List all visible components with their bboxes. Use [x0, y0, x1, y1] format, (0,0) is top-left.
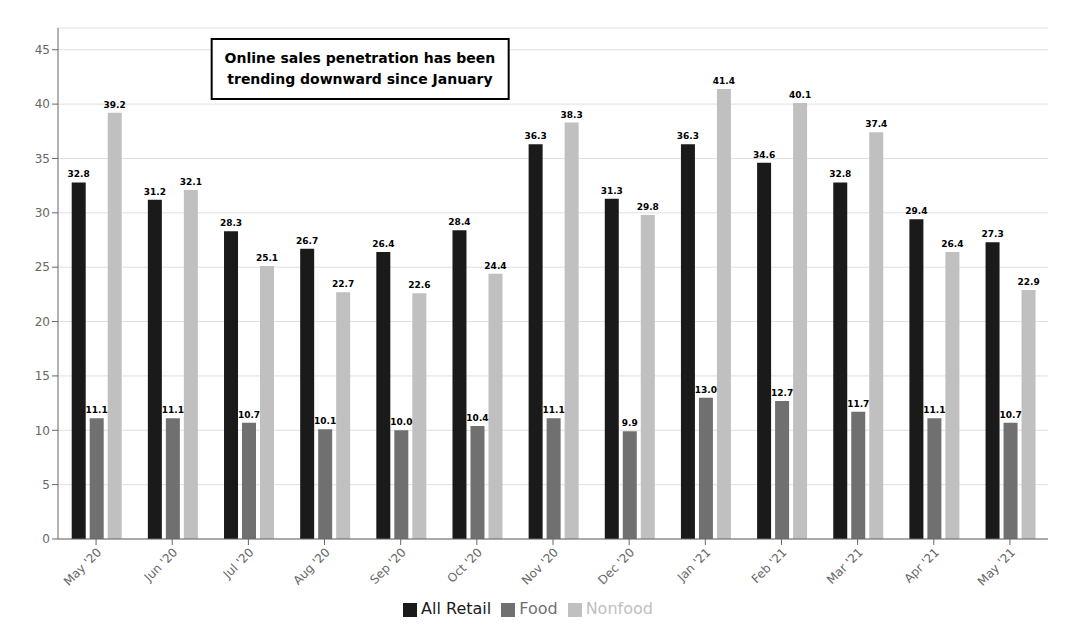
svg-text:24.4: 24.4: [484, 261, 506, 271]
svg-text:15: 15: [35, 369, 50, 383]
svg-text:34.6: 34.6: [753, 150, 775, 160]
svg-text:10.1: 10.1: [314, 416, 336, 426]
svg-text:11.7: 11.7: [847, 399, 869, 409]
svg-text:0: 0: [42, 532, 50, 546]
svg-text:25: 25: [35, 260, 50, 274]
svg-text:31.2: 31.2: [144, 187, 166, 197]
svg-text:29.8: 29.8: [637, 202, 659, 212]
svg-text:11.1: 11.1: [86, 405, 108, 415]
svg-text:Sep '20: Sep '20: [367, 545, 409, 587]
svg-text:Oct '20: Oct '20: [445, 545, 485, 585]
svg-text:35: 35: [35, 152, 50, 166]
svg-text:26.7: 26.7: [296, 236, 318, 246]
svg-text:11.1: 11.1: [923, 405, 945, 415]
svg-text:10: 10: [35, 424, 50, 438]
svg-text:9.9: 9.9: [622, 418, 638, 428]
svg-text:12.7: 12.7: [771, 388, 793, 398]
svg-text:22.7: 22.7: [332, 279, 354, 289]
svg-text:10.7: 10.7: [238, 410, 260, 420]
svg-text:10.7: 10.7: [999, 410, 1021, 420]
svg-text:37.4: 37.4: [865, 119, 887, 129]
svg-text:45: 45: [35, 43, 50, 57]
svg-text:5: 5: [42, 478, 50, 492]
svg-text:May '20: May '20: [61, 545, 104, 588]
svg-text:Mar '21: Mar '21: [824, 545, 866, 587]
svg-text:May '21: May '21: [975, 545, 1018, 588]
html-text:Online sales penetration has b: Online sales penetration has been trendi…: [224, 50, 496, 87]
svg-text:11.1: 11.1: [543, 405, 565, 415]
svg-text:31.3: 31.3: [601, 186, 623, 196]
svg-text:13.0: 13.0: [695, 385, 717, 395]
svg-text:20: 20: [35, 315, 50, 329]
svg-text:10.4: 10.4: [466, 413, 488, 423]
svg-text:32.8: 32.8: [68, 169, 90, 179]
svg-text:41.4: 41.4: [713, 76, 735, 86]
svg-text:Feb '21: Feb '21: [749, 545, 790, 586]
html-text:Nonfood: Nonfood: [585, 599, 653, 618]
svg-text:29.4: 29.4: [905, 206, 927, 216]
svg-text:Jan '21: Jan '21: [674, 545, 714, 585]
svg-text:32.1: 32.1: [180, 177, 202, 187]
svg-text:40.1: 40.1: [789, 90, 811, 100]
svg-text:25.1: 25.1: [256, 253, 278, 263]
svg-text:32.8: 32.8: [829, 169, 851, 179]
svg-text:11.1: 11.1: [162, 405, 184, 415]
svg-text:40: 40: [35, 97, 50, 111]
svg-text:38.3: 38.3: [561, 110, 583, 120]
svg-text:22.6: 22.6: [408, 280, 430, 290]
svg-text:27.3: 27.3: [981, 229, 1003, 239]
svg-text:Aug '20: Aug '20: [290, 545, 332, 587]
html-text:All Retail: All Retail: [421, 599, 492, 618]
svg-text:Dec '20: Dec '20: [595, 545, 637, 587]
svg-text:39.2: 39.2: [104, 100, 126, 110]
svg-text:26.4: 26.4: [372, 239, 394, 249]
svg-text:22.9: 22.9: [1017, 277, 1039, 287]
svg-text:30: 30: [35, 206, 50, 220]
html-text:Food: Food: [519, 599, 558, 618]
svg-text:Apr '21: Apr '21: [901, 545, 941, 585]
svg-text:36.3: 36.3: [677, 131, 699, 141]
svg-text:Jul '20: Jul '20: [220, 545, 257, 582]
svg-text:26.4: 26.4: [941, 239, 963, 249]
svg-text:28.3: 28.3: [220, 218, 242, 228]
svg-text:Nov '20: Nov '20: [519, 545, 561, 587]
svg-text:36.3: 36.3: [525, 131, 547, 141]
svg-text:10.0: 10.0: [390, 417, 412, 427]
svg-text:28.4: 28.4: [448, 217, 470, 227]
svg-text:Jun '20: Jun '20: [141, 545, 181, 585]
